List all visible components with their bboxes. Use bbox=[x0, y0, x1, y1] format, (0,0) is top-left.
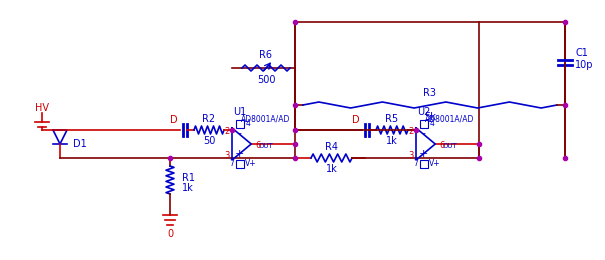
Text: +: + bbox=[418, 149, 428, 159]
Text: 4: 4 bbox=[430, 120, 435, 128]
Text: D: D bbox=[352, 115, 360, 125]
Text: 1k: 1k bbox=[386, 136, 398, 146]
Text: 2: 2 bbox=[224, 127, 230, 135]
Text: C1: C1 bbox=[575, 49, 588, 58]
Bar bbox=[420, 160, 428, 168]
Text: 2: 2 bbox=[409, 127, 414, 135]
Text: 10p: 10p bbox=[575, 61, 594, 70]
Text: AD8001A/AD: AD8001A/AD bbox=[241, 114, 290, 124]
Text: D1: D1 bbox=[73, 139, 87, 149]
Text: 7: 7 bbox=[229, 159, 234, 168]
Text: 1k: 1k bbox=[325, 164, 338, 174]
Text: 6: 6 bbox=[255, 140, 261, 150]
Text: V+: V+ bbox=[429, 159, 440, 168]
Text: D: D bbox=[170, 115, 178, 125]
Text: 500: 500 bbox=[257, 75, 275, 85]
Text: OUT: OUT bbox=[443, 143, 458, 149]
Text: R5: R5 bbox=[385, 114, 399, 124]
Text: OUT: OUT bbox=[259, 143, 273, 149]
Text: 7: 7 bbox=[413, 159, 418, 168]
Bar bbox=[236, 160, 244, 168]
Text: -: - bbox=[421, 128, 425, 138]
Text: -: - bbox=[237, 128, 241, 138]
Text: U2: U2 bbox=[417, 107, 430, 117]
Text: HV: HV bbox=[35, 103, 49, 113]
Text: 6: 6 bbox=[439, 140, 445, 150]
Text: R4: R4 bbox=[325, 142, 338, 152]
Text: R3: R3 bbox=[424, 88, 436, 98]
Text: 3: 3 bbox=[408, 151, 414, 159]
Text: 50: 50 bbox=[203, 136, 215, 146]
Text: R1: R1 bbox=[182, 173, 195, 183]
Text: U1: U1 bbox=[233, 107, 246, 117]
Bar bbox=[236, 120, 244, 128]
Text: 1k: 1k bbox=[182, 183, 194, 193]
Text: 3: 3 bbox=[224, 151, 230, 159]
Text: 5k: 5k bbox=[424, 112, 436, 122]
Text: AD8001A/AD: AD8001A/AD bbox=[425, 114, 474, 124]
Bar bbox=[420, 120, 428, 128]
Text: V+: V+ bbox=[245, 159, 257, 168]
Text: +: + bbox=[234, 149, 244, 159]
Text: R6: R6 bbox=[260, 50, 272, 60]
Text: 4: 4 bbox=[246, 120, 251, 128]
Text: R2: R2 bbox=[203, 114, 215, 124]
Text: 0: 0 bbox=[167, 229, 173, 239]
